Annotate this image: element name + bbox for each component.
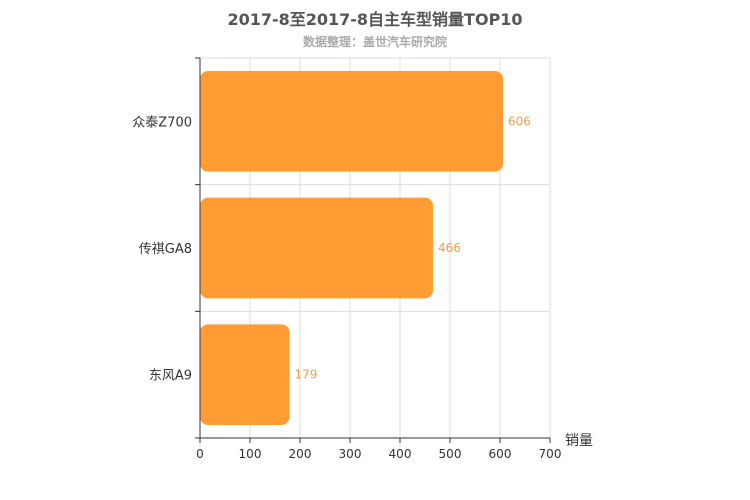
bar-1 — [200, 197, 433, 299]
x-tick-label-700: 700 — [539, 447, 562, 461]
x-tick-label-200: 200 — [289, 447, 312, 461]
x-tick-label-0: 0 — [196, 447, 204, 461]
x-tick-label-100: 100 — [239, 447, 262, 461]
axes — [195, 57, 551, 443]
bar-2 — [200, 324, 290, 425]
value-label-1: 466 — [438, 241, 461, 255]
bars — [200, 71, 503, 425]
labels: 606 众泰Z700 466 传祺GA8 179 东风A9 0 100 200 300 400 500… — [132, 114, 593, 461]
value-label-0: 606 — [508, 114, 531, 128]
x-tick-label-600: 600 — [489, 447, 512, 461]
category-label-0: 众泰Z700 — [132, 115, 192, 130]
x-tick-label-500: 500 — [439, 447, 462, 461]
x-tick-label-400: 400 — [389, 447, 412, 461]
category-label-2: 东风A9 — [149, 369, 192, 384]
chart-subtitle: 数据整理：盖世汽车研究院 — [302, 35, 447, 49]
chart-title: 2017-8至2017-8自主车型销量TOP10 — [227, 10, 523, 29]
value-label-2: 179 — [295, 368, 318, 382]
x-tick-label-300: 300 — [339, 447, 362, 461]
bar-0 — [200, 71, 503, 172]
category-label-1: 传祺GA8 — [139, 242, 192, 257]
x-axis-title: 销量 — [565, 433, 593, 449]
